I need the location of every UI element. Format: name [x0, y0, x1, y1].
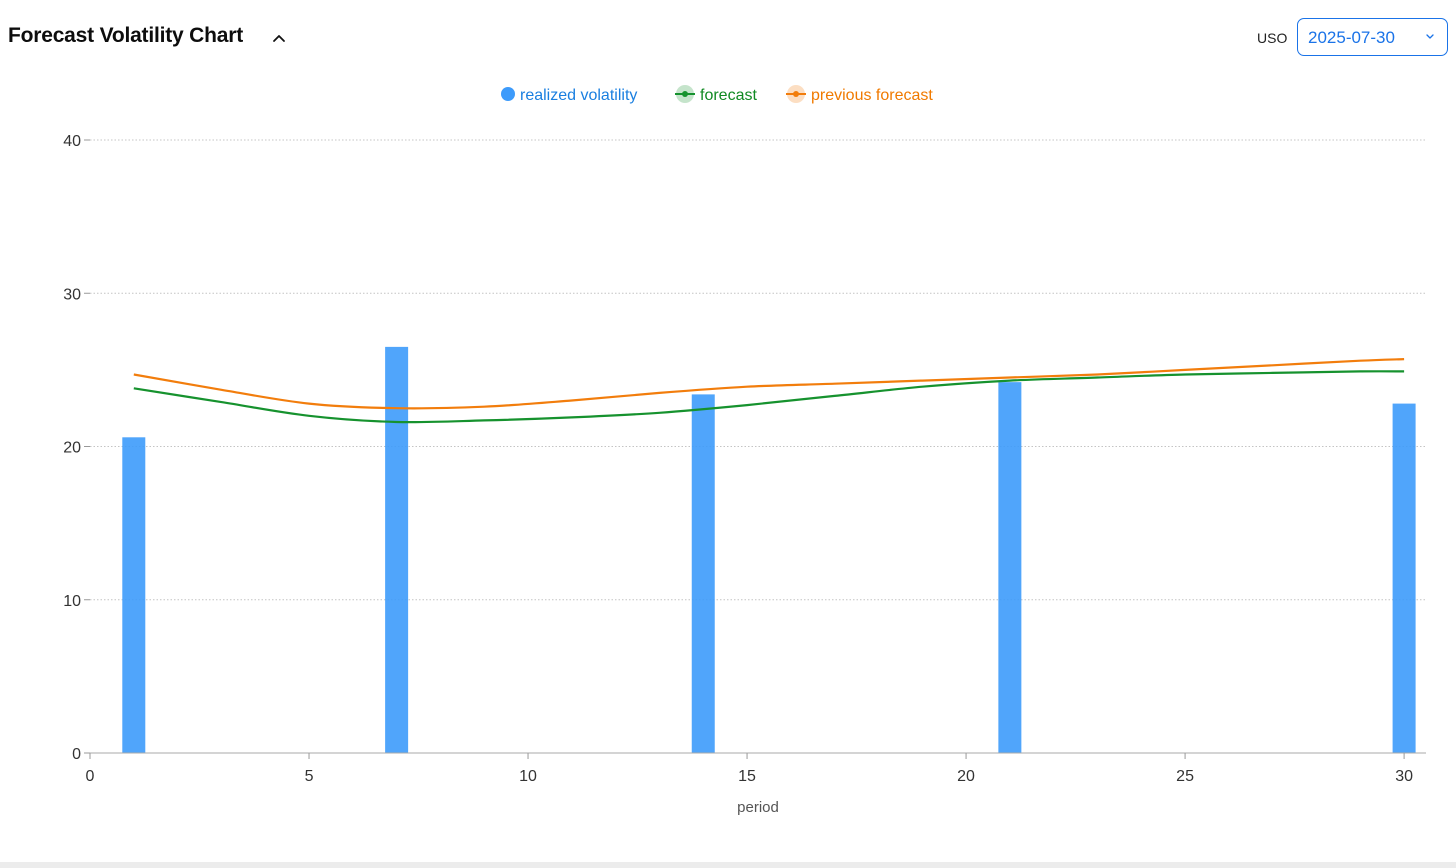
legend-label: previous forecast [811, 87, 933, 104]
legend-marker [501, 87, 515, 101]
x-tick-label: 5 [305, 768, 314, 785]
forecast-lines [133, 358, 1405, 424]
realized-volatility-bars [122, 346, 1416, 753]
legend-item[interactable]: realized volatility [501, 87, 637, 104]
collapse-button[interactable] [268, 26, 290, 50]
footer-divider [0, 862, 1456, 868]
chart-grid [90, 139, 1426, 601]
y-tick-label: 10 [63, 593, 81, 610]
x-axis-title: period [737, 799, 779, 816]
line-previous-forecast [133, 358, 1405, 410]
legend-label: forecast [700, 87, 757, 104]
y-tick-label: 0 [72, 746, 81, 763]
legend-label: realized volatility [520, 87, 637, 104]
chevron-down-icon [1426, 34, 1434, 39]
x-tick-label: 0 [86, 768, 95, 785]
chart-legend: realized volatility forecast previous fore… [501, 85, 933, 104]
legend-item[interactable]: forecast [675, 85, 757, 104]
y-tick-label: 20 [63, 440, 81, 457]
legend-marker-dot [793, 91, 799, 97]
bar-realized-volatility [691, 394, 715, 753]
legend-item[interactable]: previous forecast [786, 85, 933, 104]
chart-header: Forecast Volatility Chart USO 2025-07-30 [0, 0, 1456, 78]
x-tick-label: 15 [738, 768, 756, 785]
x-tick-label: 25 [1176, 768, 1194, 785]
x-tick-label: 20 [957, 768, 975, 785]
line-forecast [133, 370, 1405, 424]
date-select-value: 2025-07-30 [1308, 28, 1395, 47]
chevron-up-icon [273, 35, 285, 42]
ticker-label: USO [1257, 30, 1288, 46]
bar-realized-volatility [122, 437, 146, 753]
bar-realized-volatility [1392, 403, 1416, 753]
x-tick-label: 10 [519, 768, 537, 785]
page-title: Forecast Volatility Chart [8, 24, 244, 47]
x-tick-label: 30 [1395, 768, 1413, 785]
bar-realized-volatility [385, 346, 409, 753]
chart-axes: 0 10 20 30 40 0 5 10 15 20 25 30 period [63, 133, 1426, 816]
date-select[interactable]: 2025-07-30 [1297, 18, 1448, 56]
y-tick-label: 40 [63, 133, 81, 150]
bar-realized-volatility [998, 382, 1022, 753]
y-tick-label: 30 [63, 286, 81, 303]
legend-marker-dot [682, 91, 688, 97]
